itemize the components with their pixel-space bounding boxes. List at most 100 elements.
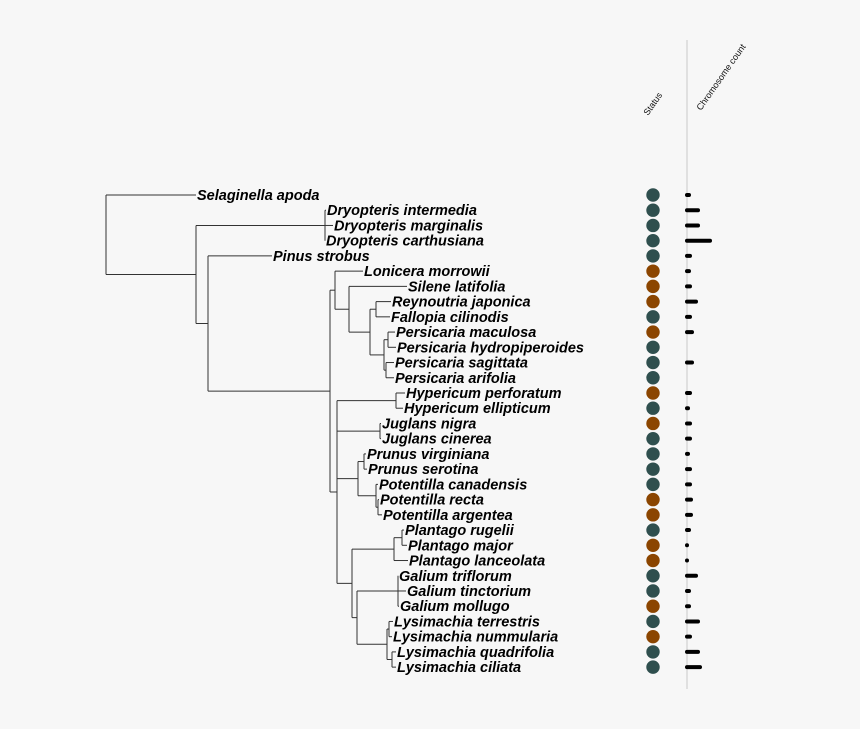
status-dot <box>646 523 660 537</box>
tip-label: Potentilla recta <box>380 493 484 509</box>
tip-label: Lonicera morrowii <box>364 264 491 280</box>
tip-label: Plantago lanceolata <box>409 554 545 570</box>
tip-label: Juglans nigra <box>382 416 476 432</box>
status-dot <box>646 431 660 446</box>
status-dot <box>646 264 660 278</box>
tip-label: Plantago rugelii <box>405 523 515 539</box>
tip-label: Fallopia cilinodis <box>391 310 509 326</box>
status-dot <box>646 538 660 552</box>
chromosome-bar <box>685 284 692 289</box>
chromosome-bar <box>685 269 691 274</box>
tip-label: Juglans cinerea <box>382 432 492 448</box>
status-dot <box>646 188 660 202</box>
status-dot <box>646 477 660 492</box>
tip-label: Selaginella apoda <box>197 188 320 204</box>
chromosome-bar <box>685 665 702 670</box>
status-dot <box>646 462 660 476</box>
chromosome-bar <box>685 543 689 548</box>
status-dot <box>646 553 660 568</box>
status-dot <box>646 340 660 354</box>
chromosome-bar <box>685 421 692 426</box>
chromosome-bar <box>685 588 691 593</box>
chromosome-bar <box>685 360 694 365</box>
chromosome-bar <box>685 223 700 228</box>
chromosome-bar <box>685 467 692 472</box>
tip-label: Prunus serotina <box>368 462 478 478</box>
tip-label: Persicaria arifolia <box>395 371 516 387</box>
chromosome-bar <box>685 497 693 502</box>
tip-label: Lysimachia quadrifolia <box>397 645 554 661</box>
status-dot <box>646 218 660 233</box>
chromosome-count-header: Chromosome count <box>694 42 748 112</box>
tip-label: Galium tinctorium <box>407 584 531 600</box>
status-header: Status <box>641 90 664 117</box>
chromosome-bar <box>685 512 693 517</box>
status-dot <box>646 355 660 370</box>
tip-label: Galium triflorum <box>399 569 512 585</box>
tip-label: Galium mollugo <box>400 599 510 615</box>
tip-label: Persicaria hydropiperoides <box>397 340 584 356</box>
chromosome-bar <box>685 634 692 639</box>
chromosome-bar <box>685 314 692 319</box>
tip-label: Dryopteris marginalis <box>334 218 483 234</box>
status-dot <box>646 599 660 613</box>
status-dot <box>646 371 660 385</box>
status-dot <box>646 401 660 415</box>
chromosome-bar <box>685 482 692 487</box>
tip-label: Potentilla canadensis <box>379 477 527 493</box>
tip-label: Pinus strobus <box>273 249 370 265</box>
status-dot <box>646 249 660 263</box>
chromosome-bar <box>685 406 690 411</box>
chromosome-bar <box>685 436 692 441</box>
chromosome-bar <box>685 253 692 258</box>
chromosome-bar <box>685 208 700 213</box>
tip-label: Lysimachia nummularia <box>393 630 558 646</box>
status-dot <box>646 492 660 507</box>
tip-label: Persicaria maculosa <box>396 325 536 341</box>
chromosome-bar <box>685 528 691 533</box>
status-dot <box>646 310 660 324</box>
chromosome-bar <box>685 451 690 456</box>
status-dot <box>646 386 660 400</box>
status-dot <box>646 660 660 674</box>
tree-edges <box>105 194 408 668</box>
tip-label: Lysimachia terrestris <box>394 614 540 630</box>
chromosome-bar <box>685 573 698 578</box>
chromosome-bar <box>685 330 694 335</box>
status-dot <box>646 629 660 644</box>
tip-label: Plantago major <box>408 538 514 554</box>
tip-label: Potentilla argentea <box>383 508 513 524</box>
chromosome-bar <box>685 649 700 654</box>
status-dot <box>646 416 660 431</box>
tip-label: Hypericum perforatum <box>406 386 562 402</box>
status-dot <box>646 203 660 217</box>
chromosome-bars <box>685 193 712 670</box>
status-dots <box>646 188 660 674</box>
status-dot <box>646 325 660 339</box>
status-dot <box>646 584 660 598</box>
tip-label: Hypericum ellipticum <box>404 401 551 417</box>
status-dot <box>646 294 660 309</box>
tip-label: Dryopteris intermedia <box>327 203 477 219</box>
tip-label: Reynoutria japonica <box>392 295 531 311</box>
status-dot <box>646 614 660 629</box>
status-dot <box>646 645 660 659</box>
tip-label: Silene latifolia <box>408 279 506 295</box>
status-dot <box>646 233 660 248</box>
chromosome-bar <box>685 193 691 197</box>
chromosome-bar <box>685 390 692 395</box>
tip-label: Lysimachia ciliata <box>397 660 521 676</box>
chromosome-bar <box>685 558 689 563</box>
status-dot <box>646 569 660 583</box>
chromosome-bar <box>685 604 691 609</box>
chromosome-bar <box>685 238 712 243</box>
status-dot <box>646 279 660 294</box>
status-dot <box>646 447 660 461</box>
chromosome-bar <box>685 619 700 624</box>
tip-label: Prunus virginiana <box>367 447 489 463</box>
chromosome-bar <box>685 299 698 304</box>
tip-label: Dryopteris carthusiana <box>326 234 484 250</box>
